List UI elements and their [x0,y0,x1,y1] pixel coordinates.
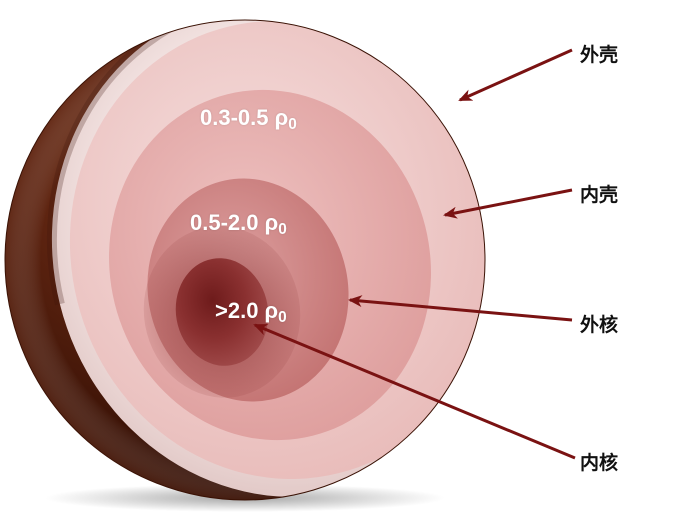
arrow-outer-crust [460,50,572,100]
cutaway-sphere-diagram [0,0,676,520]
density-outer-crust: 0.3-0.5 ρ0 [200,105,297,131]
label-inner-core: 内核 [580,448,618,475]
label-inner-crust: 内壳 [580,180,618,207]
label-outer-crust: 外壳 [580,40,618,67]
density-outer-core: >2.0 ρ0 [215,298,287,324]
label-outer-core: 外核 [580,310,618,337]
density-inner-crust: 0.5-2.0 ρ0 [190,210,287,236]
